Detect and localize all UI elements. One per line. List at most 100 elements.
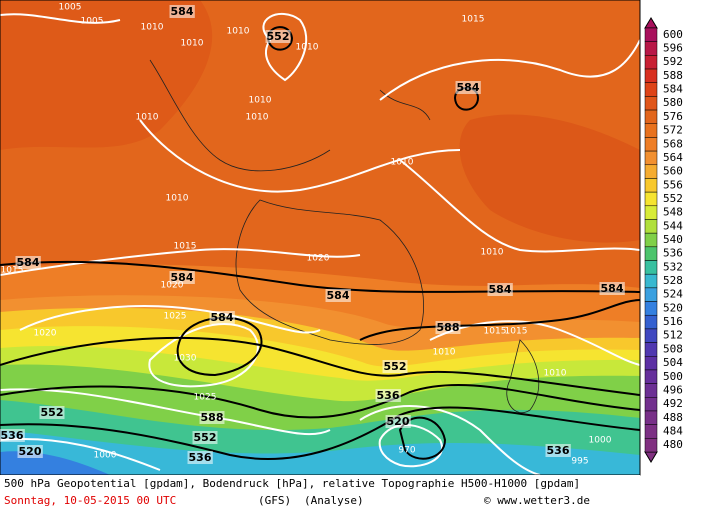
geopotential-label: 584 [489, 283, 512, 296]
geopotential-label: 584 [171, 271, 194, 284]
geopotential-label: 520 [19, 445, 42, 458]
geopotential-label: 552 [41, 406, 64, 419]
label-background [169, 271, 195, 284]
colorbar-swatch [644, 137, 658, 152]
label-background [545, 444, 571, 457]
colorbar-swatch [644, 27, 658, 42]
colorbar-label: 592 [663, 55, 683, 68]
colorbar-swatch [644, 96, 658, 111]
isobar-label: 1010 [227, 27, 250, 37]
colorbar-label: 600 [663, 28, 683, 41]
colorbar-label: 568 [663, 137, 683, 150]
colorbar-arrow-top [644, 17, 658, 29]
colorbar-label: 560 [663, 165, 683, 178]
colorbar-label: 556 [663, 178, 683, 191]
colorbar-label: 492 [663, 397, 683, 410]
colorbar-swatch [644, 82, 658, 97]
label-background [375, 389, 401, 402]
isobar-label: 1010 [544, 369, 567, 379]
isobar-label: 1025 [164, 312, 187, 322]
colorbar-swatch [644, 383, 658, 398]
caption-description: 500 hPa Geopotential [gpdam], Bodendruck… [4, 477, 580, 490]
isobar-label: 1010 [136, 113, 159, 123]
colorbar-swatch [644, 232, 658, 248]
caption-run: (Analyse) [304, 494, 364, 507]
colorbar-label: 488 [663, 411, 683, 424]
label-background [192, 431, 218, 444]
geopotential-label: 552 [194, 431, 217, 444]
colorbar-swatch [644, 314, 658, 330]
colorbar-label: 512 [663, 329, 683, 342]
colorbar-swatch [644, 123, 658, 138]
colorbar-label: 576 [663, 110, 683, 123]
colorbar-label: 580 [663, 96, 683, 109]
colorbar-swatch [644, 205, 658, 220]
label-background [187, 451, 213, 464]
isobar-label: 1010 [246, 113, 269, 123]
colorbar-swatch [644, 287, 658, 302]
geopotential-label: 584 [17, 256, 40, 269]
caption-area [0, 475, 640, 513]
label-background [487, 283, 513, 296]
colorbar-label: 524 [663, 288, 683, 301]
colorbar-swatch [644, 68, 658, 83]
isobar-label: 970 [398, 446, 415, 456]
colorbar-label: 548 [663, 206, 683, 219]
isobar-label: 1005 [81, 17, 104, 27]
colorbar-label: 532 [663, 260, 683, 273]
isobar-label: 1005 [59, 3, 82, 13]
isobar-label: 1025 [194, 393, 217, 403]
colorbar-swatch [644, 191, 658, 207]
geopotential-label: 584 [327, 289, 350, 302]
colorbar-label: 480 [663, 438, 683, 451]
geopotential-label: 588 [201, 411, 224, 424]
colorbar-swatch [644, 260, 658, 275]
isobar-label: 1010 [296, 43, 319, 53]
isobar-label: 1010 [141, 23, 164, 33]
colorbar-label: 584 [663, 83, 683, 96]
colorbar-swatch [644, 273, 658, 289]
colorbar-swatch [644, 219, 658, 234]
label-background [39, 406, 65, 419]
isobar-label: 1030 [174, 354, 197, 364]
caption-model: (GFS) [258, 494, 291, 507]
colorbar-swatch [644, 109, 658, 124]
colorbar-swatch [644, 178, 658, 193]
colorbar-swatch [644, 369, 658, 384]
colorbar-label: 540 [663, 233, 683, 246]
geopotential-label: 588 [437, 321, 460, 334]
colorbar-swatch [644, 397, 658, 412]
geopotential-label: 584 [457, 81, 480, 94]
isobar-label: 1010 [433, 348, 456, 358]
colorbar-label: 516 [663, 315, 683, 328]
colorbar-swatch [644, 410, 658, 425]
isobar-label: 1010 [249, 96, 272, 106]
isobar-label: 1000 [94, 451, 117, 461]
label-background [385, 415, 411, 428]
geopotential-label: 536 [1, 429, 24, 442]
isobar-label: 1015 [462, 15, 485, 25]
isobar-label: 1015 [484, 327, 507, 337]
colorbar-label: 528 [663, 274, 683, 287]
isobar-label: 1010 [391, 158, 414, 168]
colorbar-swatch [644, 164, 658, 179]
colorbar-swatch [644, 41, 658, 56]
geopotential-label: 552 [384, 360, 407, 373]
colorbar-label: 588 [663, 69, 683, 82]
isobar-label: 1000 [589, 436, 612, 446]
colorbar-label: 496 [663, 383, 683, 396]
colorbar-swatch [644, 424, 658, 439]
colorbar-label: 504 [663, 356, 683, 369]
colorbar-label: 544 [663, 219, 683, 232]
geopotential-label: 536 [189, 451, 212, 464]
colorbar-arrow-bottom [644, 451, 658, 463]
isobar-label: 1015 [505, 327, 528, 337]
label-background [455, 81, 481, 94]
colorbar-label: 572 [663, 124, 683, 137]
label-background [15, 256, 41, 269]
colorbar-swatch [644, 150, 658, 166]
geopotential-label: 584 [211, 311, 234, 324]
colorbar-swatch [644, 328, 658, 343]
